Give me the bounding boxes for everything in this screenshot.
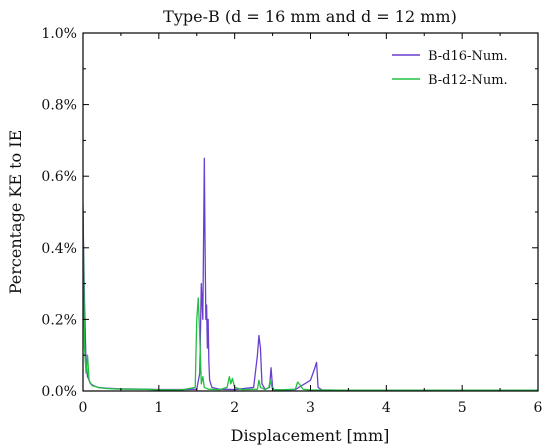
y-tick-label: 0.6% bbox=[41, 169, 77, 185]
y-tick-label: 0.2% bbox=[41, 312, 77, 328]
y-axis: 0.0% 0.2% 0.4% 0.6% 0.8% 1.0% bbox=[41, 26, 538, 400]
x-axis: 0 1 2 3 4 5 6 bbox=[79, 33, 543, 416]
y-tick-label: 1.0% bbox=[41, 26, 77, 42]
y-tick-label: 0.4% bbox=[41, 241, 77, 257]
x-tick-label: 5 bbox=[458, 400, 467, 416]
legend-label-2: B-d12-Num. bbox=[428, 73, 508, 88]
x-tick-label: 6 bbox=[534, 400, 543, 416]
legend: B-d16-Num. B-d12-Num. bbox=[392, 49, 508, 88]
x-tick-label: 0 bbox=[79, 400, 88, 416]
x-tick-label: 4 bbox=[382, 400, 391, 416]
x-tick-label: 3 bbox=[306, 400, 315, 416]
chart-title: Type-B (d = 16 mm and d = 12 mm) bbox=[163, 7, 457, 26]
y-tick-label: 0.0% bbox=[41, 384, 77, 400]
series-line-1 bbox=[83, 157, 538, 391]
y-axis-label: Percentage KE to IE bbox=[6, 130, 25, 295]
x-tick-label: 1 bbox=[154, 400, 163, 416]
series-line-2 bbox=[83, 204, 538, 391]
legend-label-1: B-d16-Num. bbox=[428, 49, 508, 64]
y-tick-label: 0.8% bbox=[41, 98, 77, 114]
x-axis-label: Displacement [mm] bbox=[231, 426, 390, 445]
x-tick-label: 2 bbox=[230, 400, 239, 416]
series-layer bbox=[83, 157, 538, 391]
